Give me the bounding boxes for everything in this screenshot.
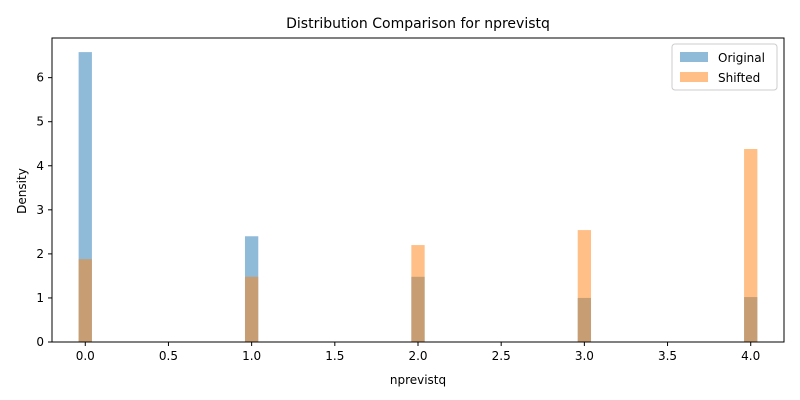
y-tick-label: 5 xyxy=(36,115,44,129)
legend-swatch-original xyxy=(680,52,708,62)
bar-shifted-4 xyxy=(744,149,758,342)
plot-area-frame xyxy=(51,37,785,343)
y-tick-label: 6 xyxy=(36,71,44,85)
x-tick-label: 2.5 xyxy=(492,349,511,363)
legend-label-shifted: Shifted xyxy=(718,71,760,85)
legend-label-original: Original xyxy=(718,51,765,65)
x-tick-label: 1.5 xyxy=(325,349,344,363)
x-tick-label: 0.5 xyxy=(159,349,178,363)
x-tick-label: 4.0 xyxy=(741,349,760,363)
bar-shifted-1 xyxy=(244,276,259,342)
legend: Original Shifted xyxy=(671,43,778,91)
x-axis-label: nprevistq xyxy=(390,373,446,387)
x-axis-ticks: 0.0 0.5 1.0 1.5 2.0 2.5 3.0 3.5 4.0 xyxy=(76,342,760,363)
x-tick-label: 3.5 xyxy=(658,349,677,363)
bar-shifted-3 xyxy=(577,230,592,342)
x-tick-label: 3.0 xyxy=(575,349,594,363)
y-axis-label: Density xyxy=(15,168,29,214)
y-tick-label: 3 xyxy=(36,203,44,217)
bar-shifted-0 xyxy=(78,259,92,342)
y-tick-label: 2 xyxy=(36,247,44,261)
x-tick-label: 1.0 xyxy=(242,349,261,363)
y-tick-label: 0 xyxy=(36,335,44,349)
chart-title: Distribution Comparison for nprevistq xyxy=(286,16,550,32)
y-tick-label: 4 xyxy=(36,159,44,173)
x-tick-label: 0.0 xyxy=(76,349,95,363)
y-tick-label: 1 xyxy=(36,291,44,305)
bars-group xyxy=(78,52,758,343)
y-axis-ticks: 0 1 2 3 4 5 6 xyxy=(36,71,52,349)
bar-shifted-2 xyxy=(411,245,425,342)
legend-swatch-shifted xyxy=(680,72,708,82)
x-tick-label: 2.0 xyxy=(408,349,427,363)
